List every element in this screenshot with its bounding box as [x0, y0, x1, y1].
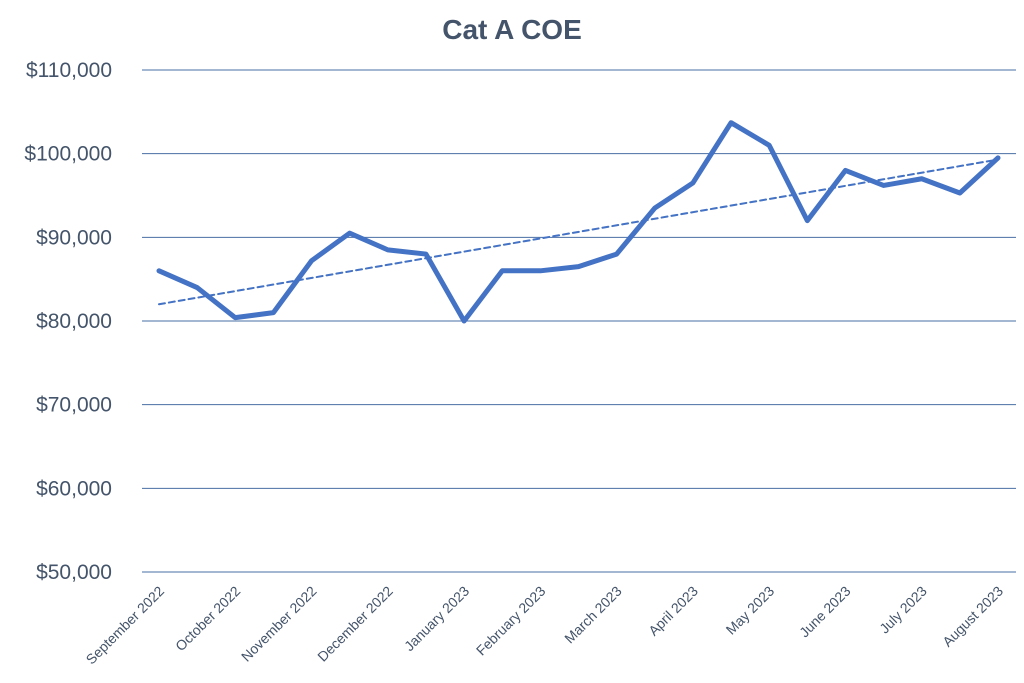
x-tick-label: July 2023 [876, 583, 930, 637]
y-tick-label: $100,000 [24, 143, 112, 166]
y-tick-label: $50,000 [36, 561, 112, 584]
trend-line [158, 158, 999, 306]
y-tick-label: $60,000 [36, 477, 112, 500]
y-tick-label: $80,000 [36, 310, 112, 333]
y-tick-label: $70,000 [36, 394, 112, 417]
x-tick-label: January 2023 [401, 583, 472, 654]
series-line [156, 120, 1001, 324]
x-tick-label: August 2023 [939, 583, 1006, 650]
x-tick-label: May 2023 [723, 583, 778, 638]
y-tick-label: $90,000 [36, 226, 112, 249]
x-tick-label: October 2022 [172, 583, 243, 654]
x-tick-label: November 2022 [238, 583, 320, 665]
x-tick-label: September 2022 [83, 583, 168, 668]
x-tick-label: March 2023 [561, 583, 625, 647]
x-tick-label: December 2022 [314, 583, 396, 665]
chart-title: Cat A COE [442, 14, 582, 45]
y-tick-label: $110,000 [26, 59, 112, 82]
x-tick-label: June 2023 [796, 583, 854, 641]
x-tick-label: February 2023 [473, 583, 549, 659]
x-tick-label: April 2023 [645, 583, 701, 639]
